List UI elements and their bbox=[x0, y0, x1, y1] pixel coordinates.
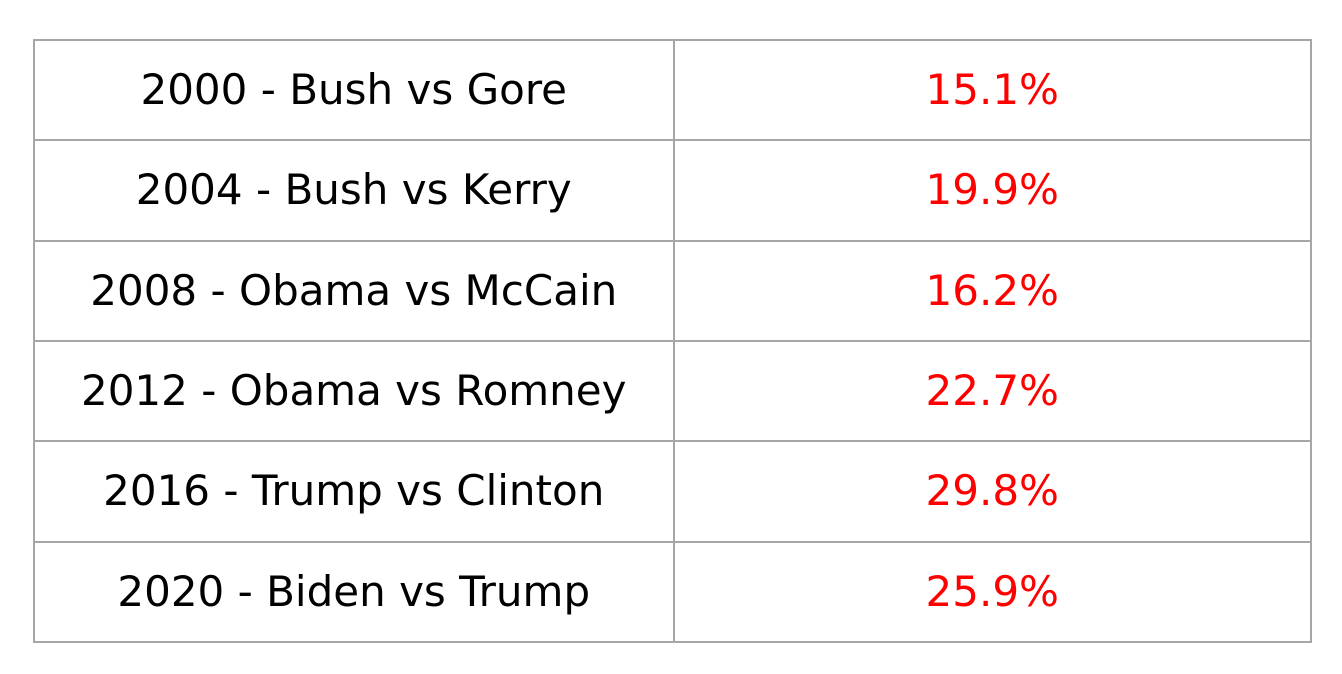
percentage-value-cell: 25.9% bbox=[672, 542, 1311, 641]
table-row: 2012 - Obama vs Romney 22.7% bbox=[35, 339, 1311, 441]
table-row: 2016 - Trump vs Clinton 29.8% bbox=[35, 440, 1311, 541]
elections-table: 2000 - Bush vs Gore 15.1% 2004 - Bush vs… bbox=[33, 39, 1312, 643]
percentage-value-cell: 19.9% bbox=[672, 141, 1311, 240]
table-row: 2000 - Bush vs Gore 15.1% bbox=[35, 41, 1311, 140]
election-label-cell: 2016 - Trump vs Clinton bbox=[103, 466, 605, 516]
election-label-cell: 2020 - Biden vs Trump bbox=[117, 566, 591, 616]
election-label-cell: 2004 - Bush vs Kerry bbox=[135, 165, 572, 215]
table-row: 2008 - Obama vs McCain 16.2% bbox=[35, 239, 1311, 340]
percentage-value-cell: 22.7% bbox=[672, 341, 1311, 441]
percentage-value-cell: 15.1% bbox=[672, 41, 1311, 140]
table-row: 2020 - Biden vs Trump 25.9% bbox=[35, 540, 1311, 641]
election-label-cell: 2008 - Obama vs McCain bbox=[90, 265, 618, 315]
table-row: 2004 - Bush vs Kerry 19.9% bbox=[35, 139, 1311, 240]
election-label-cell: 2012 - Obama vs Romney bbox=[80, 366, 627, 416]
percentage-value-cell: 29.8% bbox=[672, 442, 1311, 541]
percentage-value-cell: 16.2% bbox=[672, 241, 1311, 340]
election-label-cell: 2000 - Bush vs Gore bbox=[140, 65, 568, 115]
